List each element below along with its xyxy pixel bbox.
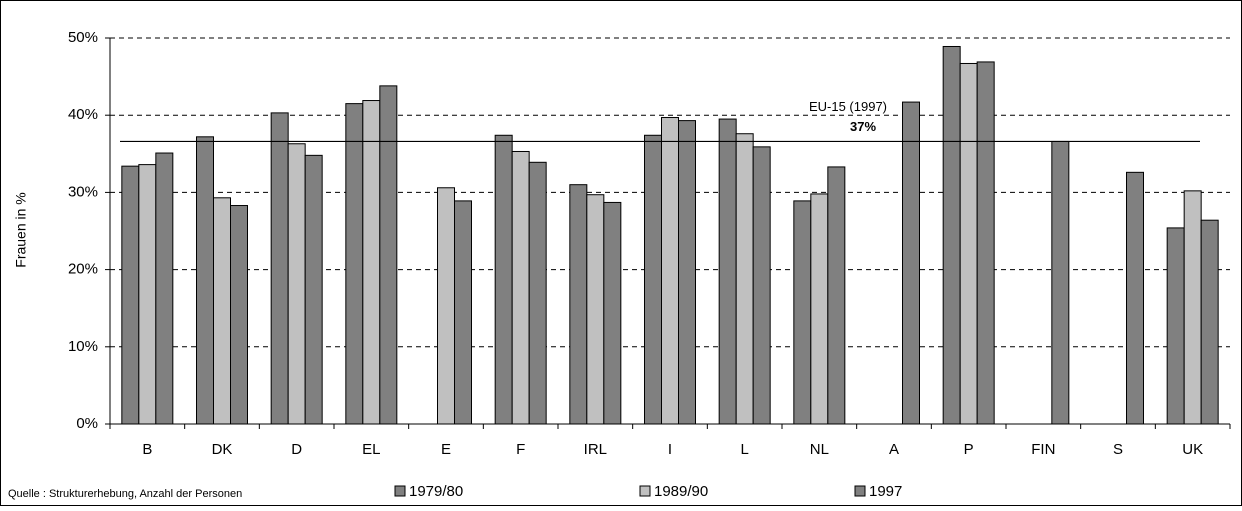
bar xyxy=(213,197,231,425)
x-tick-label: EL xyxy=(362,441,380,458)
bar xyxy=(976,61,995,425)
bar xyxy=(437,187,455,425)
bar xyxy=(494,134,513,425)
bar xyxy=(121,165,140,425)
bar xyxy=(752,146,771,425)
bar xyxy=(304,154,323,425)
bar xyxy=(345,103,364,425)
bar xyxy=(718,118,737,425)
x-tick-label: DK xyxy=(212,441,233,458)
x-tick-label: NL xyxy=(810,441,829,458)
bar xyxy=(1166,227,1185,425)
legend-swatch xyxy=(854,485,866,497)
bar xyxy=(454,200,472,425)
bar xyxy=(511,150,530,425)
x-tick-label: S xyxy=(1113,441,1123,458)
legend-label: 1979/80 xyxy=(409,483,463,500)
bar xyxy=(196,136,214,425)
bar xyxy=(959,62,978,425)
bar xyxy=(586,194,605,425)
bar xyxy=(1200,219,1219,425)
x-tick-label: IRL xyxy=(584,441,607,458)
x-tick-label: E xyxy=(441,441,451,458)
x-tick-label: A xyxy=(889,441,899,458)
legend-label: 1989/90 xyxy=(654,483,708,500)
reference-label: 37% xyxy=(850,119,876,134)
bar xyxy=(528,161,547,425)
bar xyxy=(1126,171,1144,425)
legend-label: 1997 xyxy=(869,483,902,500)
bar xyxy=(942,45,961,425)
reference-name: EU-15 (1997) xyxy=(809,99,887,114)
x-tick-label: UK xyxy=(1182,441,1203,458)
bar xyxy=(810,193,829,425)
legend-swatch xyxy=(394,485,406,497)
bar xyxy=(827,166,846,425)
bar xyxy=(1183,190,1202,425)
bar xyxy=(569,184,588,425)
source-note: Quelle : Strukturerhebung, Anzahl der Pe… xyxy=(8,488,242,500)
y-tick-label: 50% xyxy=(68,29,98,46)
bar xyxy=(138,164,157,425)
x-tick-label: I xyxy=(668,441,672,458)
bar xyxy=(678,120,696,425)
y-tick-label: 10% xyxy=(68,338,98,355)
y-tick-label: 30% xyxy=(68,183,98,200)
legend-swatch xyxy=(639,485,651,497)
y-axis-label: Frauen in % xyxy=(13,192,29,267)
bar xyxy=(1051,140,1070,425)
bar xyxy=(270,112,289,425)
bar xyxy=(661,117,679,425)
x-tick-label: L xyxy=(740,441,748,458)
bar xyxy=(902,101,920,425)
bar xyxy=(644,134,662,425)
bar xyxy=(230,205,248,425)
x-tick-label: B xyxy=(142,441,152,458)
x-tick-label: P xyxy=(964,441,974,458)
x-tick-label: D xyxy=(291,441,302,458)
bar xyxy=(379,85,398,425)
bar xyxy=(603,201,622,425)
bar xyxy=(287,143,306,425)
y-tick-label: 0% xyxy=(76,415,98,432)
bar xyxy=(735,133,754,425)
y-tick-label: 40% xyxy=(68,106,98,123)
bar xyxy=(155,152,174,425)
y-tick-label: 20% xyxy=(68,261,98,278)
bar xyxy=(362,100,381,425)
x-tick-label: F xyxy=(516,441,525,458)
bar xyxy=(793,200,812,425)
x-tick-label: FIN xyxy=(1031,441,1055,458)
